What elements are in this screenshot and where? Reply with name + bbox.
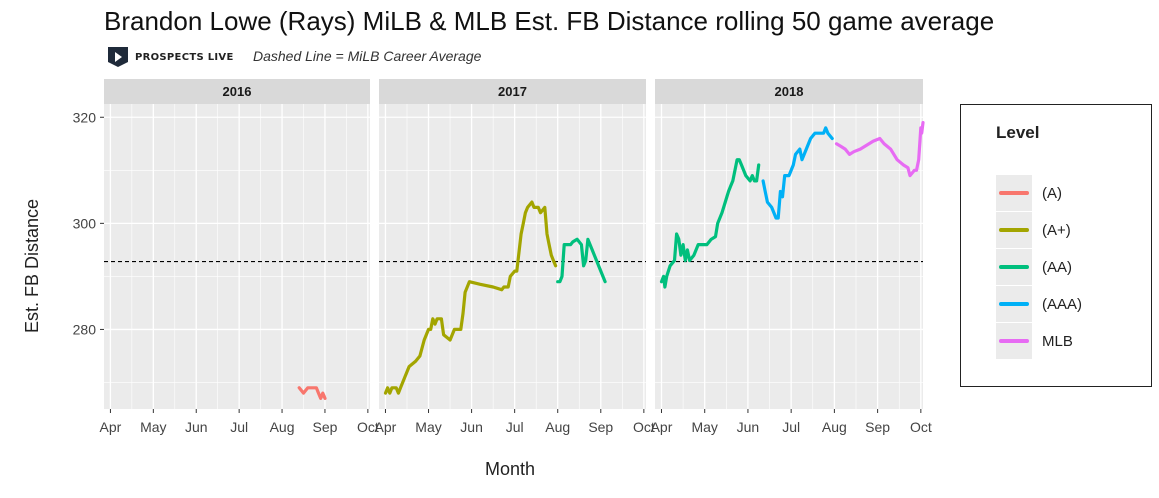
panel-background — [655, 104, 923, 409]
legend-label-aa: (AA) — [1042, 258, 1072, 276]
legend-item-aaa: (AAA) — [996, 286, 1082, 322]
x-tick-label: Jun — [737, 419, 760, 435]
logo-text: PROSPECTS LIVE — [135, 51, 234, 63]
legend-key-mlb — [996, 323, 1032, 359]
facet-label: 2017 — [498, 84, 527, 99]
legend-label-mlb: MLB — [1042, 332, 1073, 350]
legend-title: Level — [996, 123, 1040, 142]
legend-key-aaa — [996, 286, 1032, 322]
y-tick-label: 320 — [73, 109, 97, 125]
x-tick-label: Jul — [230, 419, 248, 435]
x-tick-label: Apr — [375, 419, 397, 435]
legend-item-aa: (AA) — [996, 249, 1072, 285]
legend-label-a: (A) — [1042, 184, 1062, 202]
x-tick-label: Jun — [460, 419, 483, 435]
x-axis-title: Month — [485, 459, 535, 479]
x-tick-label: Apr — [100, 419, 122, 435]
x-tick-label: Aug — [822, 419, 847, 435]
facet-strip — [104, 79, 370, 104]
legend-swatch-a — [999, 191, 1029, 195]
legend-label-aaa: (AAA) — [1042, 295, 1083, 313]
x-tick-label: Apr — [651, 419, 673, 435]
prospects-live-logo: PROSPECTS LIVE — [107, 46, 234, 68]
x-tick-label: Jun — [185, 419, 208, 435]
x-tick-label: Sep — [312, 419, 337, 435]
facet-strip — [379, 79, 646, 104]
chart-subtitle: Dashed Line = MiLB Career Average — [253, 48, 482, 64]
series-line — [834, 121, 925, 178]
chart-title: Brandon Lowe (Rays) MiLB & MLB Est. FB D… — [104, 6, 995, 36]
legend-key-a — [996, 175, 1032, 211]
x-tick-label: Jul — [782, 419, 800, 435]
legend: Level (A) (A+) (AA) (AAA) MLB — [960, 104, 1152, 387]
y-tick-label: 280 — [73, 321, 97, 337]
x-tick-label: Jul — [506, 419, 524, 435]
panel-background — [379, 104, 646, 409]
series-line — [297, 386, 327, 400]
x-tick-label: May — [415, 419, 441, 435]
x-tick-label: Oct — [633, 419, 655, 435]
y-tick-label: 300 — [73, 215, 97, 231]
logo-shield-icon — [108, 47, 128, 67]
x-tick-label: Sep — [588, 419, 613, 435]
legend-swatch-aa — [999, 265, 1029, 269]
series-line — [556, 237, 607, 284]
legend-item-a-plus: (A+) — [996, 212, 1071, 248]
x-tick-label: May — [691, 419, 717, 435]
x-tick-label: Aug — [270, 419, 295, 435]
legend-key-aa — [996, 249, 1032, 285]
facet-strip — [655, 79, 923, 104]
series-line — [761, 126, 834, 220]
legend-item-mlb: MLB — [996, 323, 1073, 359]
x-tick-label: Oct — [357, 419, 379, 435]
legend-item-a: (A) — [996, 175, 1062, 211]
legend-key-a-plus — [996, 212, 1032, 248]
x-tick-label: Aug — [545, 419, 570, 435]
x-tick-label: Oct — [910, 419, 932, 435]
legend-swatch-aaa — [999, 302, 1029, 306]
legend-swatch-mlb — [999, 339, 1029, 343]
x-tick-label: May — [140, 419, 166, 435]
series-line — [383, 200, 558, 395]
panel-background — [104, 104, 370, 409]
legend-label-a-plus: (A+) — [1042, 221, 1071, 239]
y-axis-title: Est. FB Distance — [22, 199, 42, 333]
facet-label: 2016 — [223, 84, 252, 99]
x-tick-label: Sep — [865, 419, 890, 435]
facet-label: 2018 — [775, 84, 804, 99]
legend-swatch-a-plus — [999, 228, 1029, 232]
series-line — [659, 158, 761, 289]
